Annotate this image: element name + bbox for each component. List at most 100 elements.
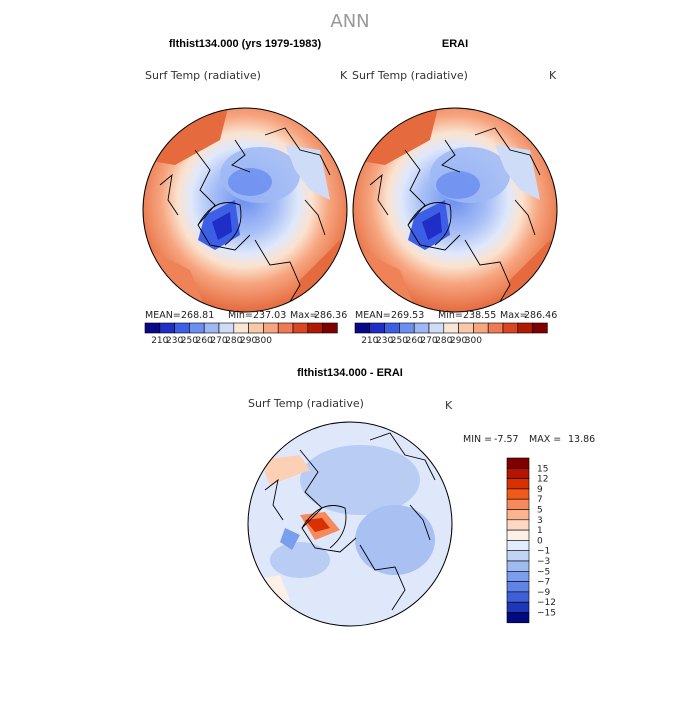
panel-b-coastlines (369, 127, 541, 306)
panel-a-max: 286.36 (314, 310, 347, 321)
panel-b-colorbar-swatch (399, 322, 415, 334)
panel-a-colorbar-swatch (277, 322, 294, 334)
panel-b-max-label: Max= (500, 310, 528, 321)
panel-a-min: 237.03 (253, 310, 286, 321)
panel-b-colorbar-tick-label: 250 (391, 336, 408, 346)
panel-a-colorbar-swatch (307, 322, 323, 334)
panel-b-mean: 269.53 (391, 310, 424, 321)
panel-b-colorbar-tick-label: 290 (450, 336, 467, 346)
panel-c-colorbar-swatch (506, 591, 530, 603)
panel-c-colorbar-tick-label: 3 (537, 516, 543, 526)
panel-c-colorbar-tick-label: −9 (537, 588, 551, 598)
panel-a-colorbar-swatch (233, 322, 249, 334)
panel-b-mean-label: MEAN= (355, 310, 391, 321)
panel-b-max: 286.46 (524, 310, 557, 321)
panel-a-coastlines (159, 127, 331, 306)
panel-c-colorbar-tick-label: 9 (537, 485, 543, 495)
panel-b-boundary (352, 107, 558, 313)
panel-b-colorbar-swatch (443, 322, 459, 334)
panel-b-colorbar-swatch (413, 322, 430, 334)
panel-c-colorbar-swatch (506, 570, 530, 582)
panel-c-map (248, 422, 452, 626)
panel-c-colorbar-swatch (506, 612, 530, 624)
panel-a-colorbar-swatch (248, 322, 264, 334)
panel-a-colorbar-tick-label: 270 (210, 336, 227, 346)
panel-c-variable: Surf Temp (radiative) (248, 397, 364, 410)
panel-c-colorbar-swatch (506, 467, 530, 479)
panel-a-colorbar-tick-label: 290 (240, 336, 257, 346)
panel-a-min-label: Min= (228, 310, 253, 321)
panel-b-colorbar-swatch (369, 322, 385, 334)
panel-c-colorbar-swatch (506, 581, 530, 593)
panel-c-colorbar-tick-label: −15 (537, 609, 556, 619)
panel-a-colorbar-tick-label: 260 (196, 336, 213, 346)
panel-c-colorbar-swatch (506, 550, 530, 562)
panel-c-max: 13.86 (568, 434, 595, 445)
panel-c-coastlines (264, 432, 436, 611)
panel-c-colorbar-tick-label: −12 (537, 598, 556, 608)
panel-b-colorbar-swatch (517, 322, 533, 334)
panel-c-colorbar-swatch (506, 478, 530, 490)
panel-a-max-label: Max= (290, 310, 318, 321)
panel-c-max-label: MAX = (529, 434, 561, 445)
panel-a-variable: Surf Temp (radiative) (145, 69, 261, 82)
panel-c-colorbar-swatch (506, 601, 530, 613)
panel-c-colorbar-swatch (506, 529, 530, 541)
panel-a-map (143, 108, 347, 312)
panel-b-map (353, 108, 557, 312)
panel-a-units: K (340, 69, 348, 82)
panel-a-colorbar-swatch (218, 322, 235, 334)
panel-a-colorbar-tick-label: 300 (255, 336, 272, 346)
panel-a-colorbar-swatch (189, 322, 205, 334)
panel-b-colorbar-swatch (502, 322, 519, 334)
panel-c-colorbar-swatch (506, 540, 530, 552)
panel-c-units: K (445, 399, 453, 412)
panel-b-variable: Surf Temp (radiative) (352, 69, 468, 82)
panel-a-colorbar-tick-label: 210 (151, 336, 168, 346)
panel-b-colorbar-swatch (384, 322, 400, 334)
panel-c-colorbar-tick-label: 7 (537, 495, 543, 505)
panel-c-colorbar-tick-label: −3 (537, 557, 550, 567)
panel-c-colorbar-swatch (506, 498, 530, 510)
panel-b-colorbar-swatch (532, 322, 548, 334)
panel-a-colorbar-swatch (159, 322, 175, 334)
panel-a-colorbar-tick-label: 230 (166, 336, 183, 346)
panel-c-colorbar-tick-label: −5 (537, 567, 550, 577)
panel-c-colorbar-tick-label: 12 (537, 475, 548, 485)
panel-b-min: 238.55 (463, 310, 496, 321)
panel-b-colorbar-tick-label: 270 (420, 336, 437, 346)
panel-b-colorbar-tick-label: 260 (406, 336, 423, 346)
panel-a-colorbar-swatch (144, 322, 161, 334)
panel-b-colorbar-tick-label: 280 (435, 336, 452, 346)
panel-a-colorbar-swatch (203, 322, 220, 334)
panel-a-mean: 268.81 (181, 310, 214, 321)
panel-a-colorbar-swatch (263, 322, 279, 334)
panel-c-min: -7.57 (494, 434, 519, 445)
panel-b-min-label: Min= (438, 310, 463, 321)
panel-c-min-label: MIN = (463, 434, 492, 445)
panel-c-colorbar-swatch (506, 509, 530, 521)
panel-a-colorbar-tick-label: 250 (181, 336, 198, 346)
panel-b-colorbar-swatch (428, 322, 445, 334)
panel-c-colorbar-tick-label: 15 (537, 464, 548, 474)
panel-c-colorbar-tick-label: −7 (537, 578, 550, 588)
panel-b-colorbar-swatch (473, 322, 489, 334)
page-title: ANN (330, 11, 369, 32)
panel-b-colorbar-swatch (458, 322, 474, 334)
panel-b-colorbar-tick-label: 230 (376, 336, 393, 346)
panel-a-colorbar-swatch (322, 322, 338, 334)
panel-c-colorbar-swatch (506, 457, 530, 469)
panel-c-colorbar-tick-label: −1 (537, 547, 550, 557)
panel-a-title: flthist134.000 (yrs 1979-1983) (169, 38, 322, 50)
panel-b-colorbar-swatch (354, 322, 371, 334)
panel-c-boundary (247, 421, 453, 627)
panel-b-title: ERAI (442, 38, 468, 50)
panel-b-units: K (549, 69, 557, 82)
panel-b-colorbar-swatch (487, 322, 504, 334)
panel-c-colorbar-tick-label: 0 (537, 536, 543, 546)
panel-c-title: flthist134.000 - ERAI (297, 367, 403, 379)
